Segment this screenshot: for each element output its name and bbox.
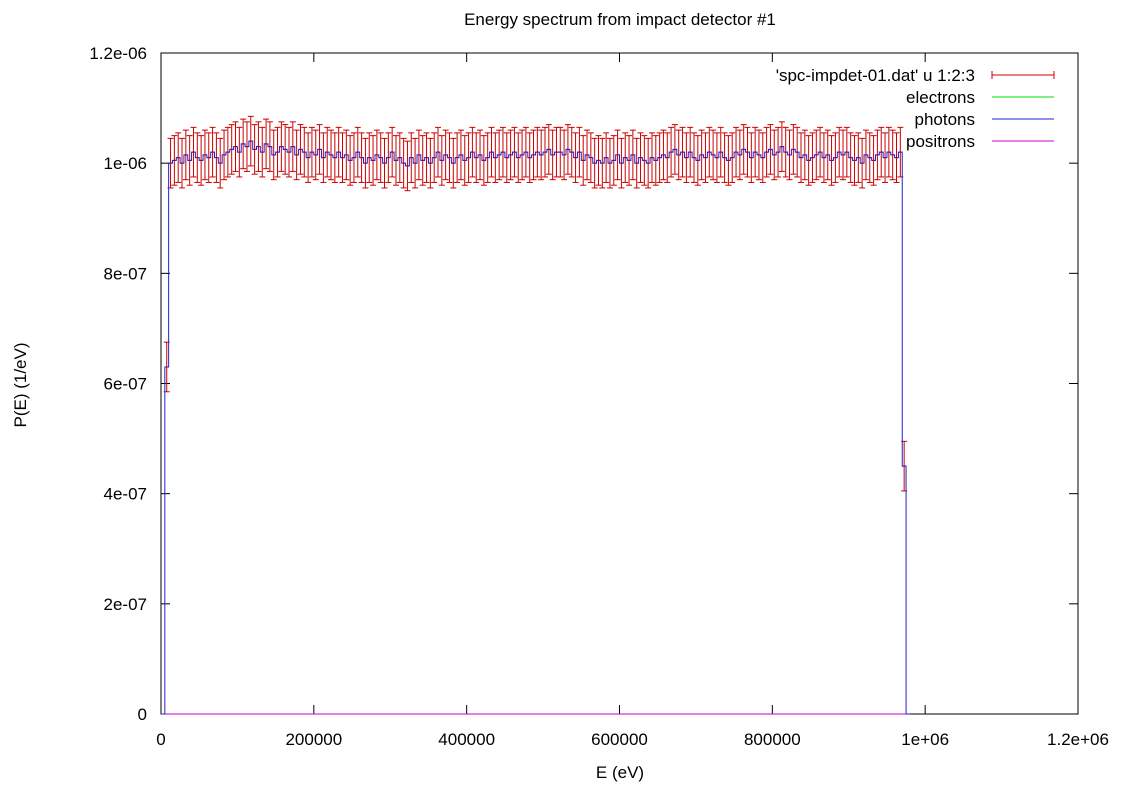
x-axis-label: E (eV): [596, 763, 644, 782]
series-layer: [161, 115, 910, 715]
axis-ticks: [160, 52, 1079, 715]
x-tick-label: 200000: [285, 730, 342, 749]
legend-entry: photons: [915, 110, 1054, 129]
x-tick-label: 1.2e+06: [1047, 730, 1109, 749]
series-photons-line: [161, 140, 910, 715]
legend-label: photons: [915, 110, 976, 129]
x-tick-label: 0: [156, 730, 165, 749]
y-tick-label: 2e-07: [104, 595, 147, 614]
y-axis-label: P(E) (1/eV): [11, 342, 30, 427]
legend-entry: 'spc-impdet-01.dat' u 1:2:3: [776, 66, 1055, 85]
legend-entry: positrons: [906, 132, 1054, 151]
y-tick-label: 6e-07: [104, 375, 147, 394]
y-tick-label: 0: [138, 705, 147, 724]
legend-label: positrons: [906, 132, 975, 151]
axis-tick-labels: 0 200000 400000 600000 800000 1e+06 1.2e+06 0 2e…: [89, 44, 1109, 749]
chart-title: Energy spectrum from impact detector #1: [464, 10, 776, 29]
y-tick-label: 4e-07: [104, 485, 147, 504]
y-tick-label: 1.2e-06: [89, 44, 147, 63]
y-tick-label: 8e-07: [104, 264, 147, 283]
legend-label: 'spc-impdet-01.dat' u 1:2:3: [776, 66, 975, 85]
x-tick-label: 800000: [744, 730, 801, 749]
legend-entry: electrons: [906, 88, 1054, 107]
legend: 'spc-impdet-01.dat' u 1:2:3 electrons phot…: [776, 66, 1055, 151]
x-tick-label: 400000: [438, 730, 495, 749]
legend-label: electrons: [906, 88, 975, 107]
x-tick-label: 600000: [591, 730, 648, 749]
x-tick-label: 1e+06: [901, 730, 949, 749]
y-tick-label: 1e-06: [104, 154, 147, 173]
